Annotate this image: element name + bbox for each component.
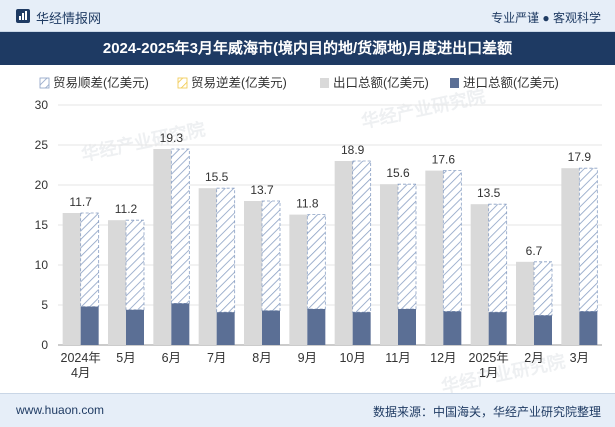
footer-bar: www.huaon.com 数据来源：中国海关，华经产业研究院整理	[0, 393, 615, 427]
data-label: 13.5	[477, 186, 501, 200]
surplus-bar	[216, 187, 236, 313]
data-label: 11.8	[296, 197, 319, 211]
footer-url[interactable]: www.huaon.com	[16, 403, 105, 417]
export-bar	[425, 170, 444, 345]
surplus-bar	[397, 183, 417, 310]
data-label: 6.7	[526, 244, 543, 258]
y-tick-label: 15	[35, 218, 49, 232]
import-bar	[307, 309, 326, 345]
x-tick-label: 8月	[252, 351, 271, 365]
x-tick-label: 1月	[479, 366, 498, 380]
title-bar: 2024-2025年3月年威海市(境内目的地/货源地)月度进出口差额	[0, 32, 615, 65]
import-bar	[443, 311, 462, 345]
import-bar	[488, 312, 507, 345]
x-tick-label: 6月	[162, 351, 181, 365]
y-tick-label: 0	[41, 338, 48, 352]
legend-deficit-swatch	[177, 77, 188, 89]
y-tick-label: 25	[35, 138, 49, 152]
x-tick-label: 10月	[339, 351, 365, 365]
x-tick-label: 2024年	[61, 351, 101, 365]
export-bar	[334, 161, 353, 345]
x-tick-label: 12月	[430, 351, 456, 365]
export-bar	[516, 261, 534, 345]
brand-name: 华经情报网	[36, 11, 102, 26]
slogan: 专业严谨 ● 客观科学	[491, 11, 601, 25]
legend-surplus-label: 贸易顺差(亿美元)	[53, 75, 149, 90]
x-tick-label: 2月	[524, 351, 543, 365]
export-bar	[198, 188, 217, 345]
import-bar	[262, 310, 280, 345]
export-bar	[244, 201, 262, 345]
x-tick-label: 11月	[385, 351, 410, 365]
import-bar	[171, 303, 190, 345]
import-bar	[126, 309, 144, 345]
y-tick-label: 30	[35, 98, 49, 112]
top-bar: 华经情报网 专业严谨 ● 客观科学	[0, 0, 615, 32]
y-tick-label: 10	[35, 258, 49, 272]
x-tick-label: 2025年	[469, 351, 509, 365]
y-tick-label: 20	[35, 178, 49, 192]
import-bar	[398, 309, 416, 345]
legend-export-label: 出口总额(亿美元)	[333, 75, 429, 90]
export-bar	[561, 168, 580, 345]
data-label: 15.5	[205, 170, 229, 184]
data-label: 15.6	[386, 166, 410, 180]
surplus-bar	[442, 170, 462, 312]
export-bar	[289, 214, 308, 345]
surplus-bar	[80, 212, 100, 307]
export-bar	[62, 213, 81, 345]
export-bar	[470, 204, 489, 345]
surplus-bar	[352, 160, 372, 313]
surplus-bar	[533, 261, 553, 316]
x-tick-label: 5月	[116, 351, 135, 365]
data-label: 11.2	[115, 202, 138, 216]
export-bar	[153, 149, 172, 345]
surplus-bar	[306, 214, 326, 310]
legend-surplus-swatch	[39, 77, 50, 89]
legend-import-label: 进口总额(亿美元)	[463, 75, 559, 90]
x-tick-label: 3月	[570, 351, 589, 365]
data-label: 19.3	[160, 131, 184, 145]
surplus-bar	[170, 148, 190, 304]
data-label: 17.9	[568, 150, 592, 164]
export-bar	[108, 220, 126, 345]
data-source: 数据来源：中国海关，华经产业研究院整理	[372, 405, 601, 419]
data-label: 18.9	[341, 143, 365, 157]
x-tick-label: 7月	[207, 351, 226, 365]
data-label: 13.7	[250, 183, 274, 197]
chart-title: 2024-2025年3月年威海市(境内目的地/货源地)月度进出口差额	[102, 40, 513, 57]
legend-import-swatch	[450, 78, 459, 88]
chart-canvas: 贸易顺差(亿美元) 贸易逆差(亿美元) 出口总额(亿美元) 进口总额(亿美元) 0 5 10…	[35, 75, 602, 380]
import-bar	[80, 306, 99, 345]
import-bar	[352, 312, 371, 345]
data-label: 11.7	[69, 195, 92, 209]
import-bar	[579, 311, 598, 345]
legend-export-swatch	[320, 78, 329, 88]
export-bar	[380, 184, 398, 345]
import-bar	[534, 315, 552, 345]
data-label: 17.6	[432, 153, 456, 167]
surplus-bar	[261, 200, 281, 311]
logo-icon	[16, 9, 30, 23]
x-tick-label: 9月	[298, 351, 317, 365]
surplus-bar	[125, 219, 145, 311]
surplus-bar	[488, 203, 508, 313]
y-tick-label: 5	[41, 298, 48, 312]
x-tick-label: 4月	[71, 366, 90, 380]
legend-deficit-label: 贸易逆差(亿美元)	[191, 75, 287, 90]
surplus-bar	[578, 167, 598, 312]
import-bar	[216, 312, 235, 345]
